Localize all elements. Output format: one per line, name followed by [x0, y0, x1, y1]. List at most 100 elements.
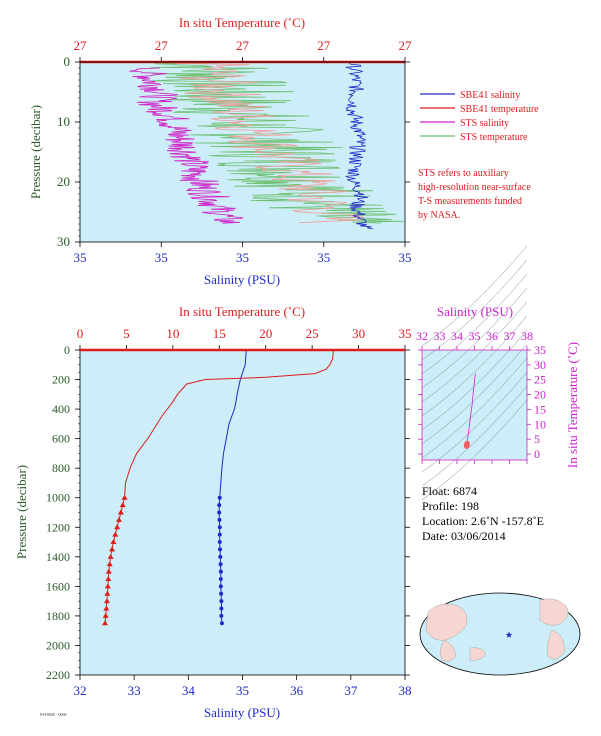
density-contour — [421, 301, 528, 403]
main-y-tick-label: 1400 — [46, 550, 70, 564]
main-y-tick-label: 200 — [52, 373, 70, 387]
top-x2-tick-label: 27 — [74, 38, 88, 53]
main-data-traces — [102, 349, 334, 626]
ts-y-tick-label: 5 — [534, 432, 540, 446]
note-line: by NASA. — [418, 210, 460, 221]
salinity-profile-line — [218, 349, 247, 624]
ts-data-trace — [463, 373, 476, 449]
main-x2-tick-label: 0 — [77, 326, 84, 341]
map-land — [425, 598, 569, 662]
legend-label: STS temperature — [460, 132, 528, 143]
density-contour — [421, 371, 528, 473]
legend-label: SBE41 temperature — [460, 104, 539, 115]
ts-x-tick-label: 34 — [451, 329, 463, 343]
temperature-point — [110, 539, 117, 545]
main-plot-area — [80, 350, 405, 675]
salinity-point — [217, 540, 222, 545]
ts-plot-area — [422, 350, 527, 460]
main-x2-tick-label: 15 — [213, 326, 226, 341]
top-x2-tick-label: 27 — [236, 38, 250, 53]
top-y-tick-label: 0 — [64, 54, 71, 69]
temperature-point — [104, 583, 111, 589]
main-x2-tick-label: 20 — [259, 326, 272, 341]
salinity-point — [217, 495, 222, 500]
density-contour — [421, 329, 528, 431]
top-x-tick-label: 35 — [317, 250, 330, 265]
ts-x-tick-label: 33 — [434, 329, 446, 343]
density-contour — [421, 273, 528, 375]
temperature-profile-line — [104, 349, 334, 624]
ts-x-tick-label: 37 — [504, 329, 516, 343]
profile-number: Profile: 198 — [422, 499, 479, 513]
ts-point — [464, 440, 470, 447]
temperature-point — [107, 553, 114, 559]
footer-code: FSI-0000 - 0000 — [40, 712, 66, 717]
temperature-point — [117, 509, 124, 515]
temperature-point — [105, 575, 112, 581]
temperature-point — [103, 605, 110, 611]
salinity-point — [217, 517, 222, 522]
salinity-point — [217, 503, 222, 508]
main-axes: 32 33 34 35 36 37 38 0 5 10 15 20 25 30 35 0 200 400 600 80… — [46, 326, 412, 698]
top-y-label: Pressure (decibar) — [28, 105, 43, 199]
top-x2-tick-label: 27 — [317, 38, 331, 53]
ts-y-tick-label: 15 — [534, 402, 546, 416]
salinity-point — [217, 525, 222, 530]
salinity-point — [218, 576, 223, 581]
temperature-point — [106, 561, 113, 567]
density-contour — [421, 357, 528, 459]
salinity-point — [218, 562, 223, 567]
top-x2-tick-label: 27 — [155, 38, 169, 53]
top-x2-tick-label: 27 — [399, 38, 413, 53]
main-y-tick-label: 1000 — [46, 491, 70, 505]
profile-date: Date: 03/06/2014 — [422, 529, 506, 543]
density-contour — [421, 259, 528, 361]
density-contour — [421, 399, 528, 501]
temperature-point — [121, 494, 128, 500]
main-x-tick-label: 34 — [182, 683, 196, 698]
float-id: Float: 6874 — [422, 484, 478, 498]
main-y-tick-label: 1800 — [46, 609, 70, 623]
note-line: high-resolution near-surface — [418, 182, 531, 193]
sts-temperature-trace — [150, 61, 404, 224]
salinity-point — [218, 547, 223, 552]
main-y-tick-label: 800 — [52, 461, 70, 475]
main-y-tick-label: 400 — [52, 402, 70, 416]
density-contour — [421, 287, 528, 389]
float-info: Float: 6874 Profile: 198 Location: 2.6˚N… — [422, 484, 544, 544]
density-contour — [421, 385, 528, 487]
top-x-tick-label: 35 — [236, 250, 249, 265]
main-panel: 32 33 34 35 36 37 38 0 5 10 15 20 25 30 35 0 200 400 600 80… — [14, 304, 412, 720]
salinity-point — [218, 584, 223, 589]
salinity-point — [219, 591, 224, 596]
top-x-label: Salinity (PSU) — [204, 272, 280, 287]
ts-y-tick-label: 10 — [534, 417, 546, 431]
temperature-point — [116, 516, 122, 522]
legend-label: STS salinity — [460, 118, 509, 129]
main-x-tick-label: 32 — [74, 683, 87, 698]
main-x2-tick-label: 25 — [306, 326, 319, 341]
main-y-tick-label: 1200 — [46, 520, 70, 534]
ts-y-tick-label: 0 — [534, 447, 540, 461]
ts-x-tick-label: 32 — [416, 329, 428, 343]
legend-label: SBE41 salinity — [460, 90, 520, 101]
density-contour — [421, 245, 528, 347]
sbe41-salinity-trace — [345, 61, 374, 230]
density-contour — [421, 343, 528, 445]
top-note: STS refers to auxiliary high-resolution n… — [418, 168, 531, 221]
note-line: T-S measurements funded — [418, 196, 522, 207]
float-location-marker — [505, 631, 513, 638]
main-x-label: Salinity (PSU) — [204, 705, 280, 720]
ts-y-label: In situ Temperature (˚C) — [565, 342, 580, 468]
ts-density-contours — [421, 245, 528, 501]
main-y-tick-label: 2200 — [46, 668, 70, 682]
main-y-tick-label: 2000 — [46, 638, 70, 652]
temperature-point — [119, 502, 126, 508]
main-y-tick-label: 0 — [64, 343, 70, 357]
main-x2-tick-label: 30 — [352, 326, 365, 341]
temperature-point — [105, 568, 112, 574]
main-x2-tick-label: 10 — [166, 326, 179, 341]
